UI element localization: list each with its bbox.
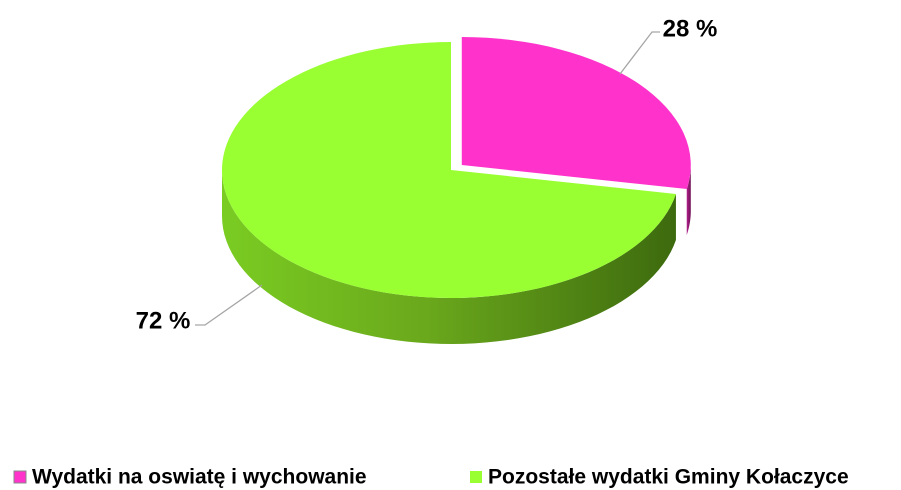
- slice-side: [686, 165, 691, 235]
- data-label: 72 %: [136, 307, 191, 334]
- pie-tops: [221, 37, 691, 298]
- legend-label: Wydatki na oswiatę i wychowanie: [32, 466, 367, 489]
- leader-line: [619, 31, 660, 75]
- legend-swatch: [470, 471, 482, 483]
- slice: [221, 42, 676, 298]
- slice-side-face: [686, 165, 691, 235]
- slice-side-face: [222, 170, 676, 344]
- legend: Wydatki na oswiatę i wychowanie Pozostałe…: [13, 466, 849, 489]
- legend-label: Pozostałe wydatki Gminy Kołaczyce: [488, 466, 849, 489]
- pie-sides: [222, 165, 691, 344]
- slice-side: [222, 170, 676, 344]
- slice: [461, 37, 691, 189]
- data-labels: 28 % 72 %: [136, 15, 718, 334]
- legend-swatch: [13, 470, 27, 484]
- leader-line: [195, 284, 263, 326]
- data-label: 28 %: [663, 15, 718, 42]
